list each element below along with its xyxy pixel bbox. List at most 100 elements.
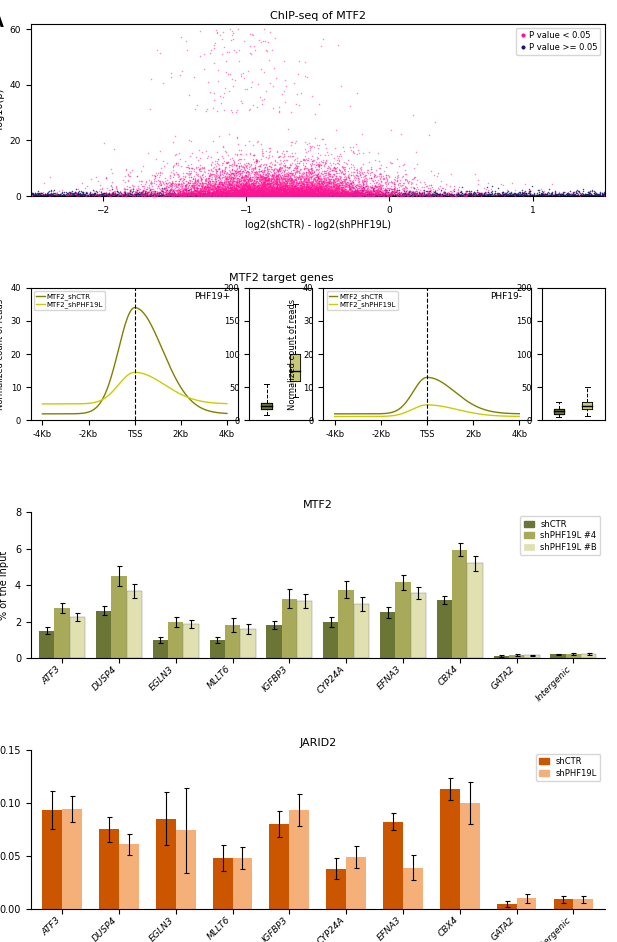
Point	[337, 187, 347, 203]
Point	[207, 163, 217, 178]
Point	[297, 180, 307, 195]
Point	[242, 182, 252, 197]
Point	[397, 187, 407, 203]
Point	[44, 184, 54, 199]
Point	[415, 187, 425, 203]
Point	[323, 175, 333, 190]
Point	[291, 187, 301, 203]
Point	[191, 174, 201, 189]
Point	[310, 188, 320, 203]
Point	[135, 186, 144, 201]
Point	[267, 188, 277, 203]
Point	[251, 187, 260, 203]
Point	[251, 179, 261, 194]
Point	[284, 185, 294, 200]
Point	[181, 187, 191, 202]
Point	[260, 182, 270, 197]
Point	[563, 187, 573, 202]
Point	[360, 171, 370, 186]
Point	[257, 147, 267, 162]
Point	[386, 188, 395, 203]
Point	[225, 177, 235, 192]
Point	[351, 184, 361, 199]
Point	[599, 188, 609, 203]
Point	[271, 171, 281, 187]
Point	[291, 179, 301, 194]
Point	[77, 187, 87, 202]
Point	[176, 188, 186, 203]
Point	[215, 187, 225, 202]
Point	[228, 174, 238, 189]
Point	[46, 182, 56, 197]
Point	[215, 176, 225, 191]
Point	[189, 185, 199, 200]
Point	[589, 188, 599, 203]
Point	[398, 186, 408, 201]
Point	[268, 186, 278, 201]
Point	[310, 183, 320, 198]
Point	[347, 188, 357, 203]
Point	[599, 187, 609, 202]
Point	[318, 179, 328, 194]
Point	[226, 171, 236, 187]
Point	[244, 45, 254, 60]
Point	[230, 171, 240, 186]
Point	[262, 187, 271, 202]
Point	[218, 184, 228, 199]
Point	[221, 186, 231, 201]
Point	[369, 178, 379, 193]
Point	[297, 170, 307, 185]
Point	[268, 183, 278, 198]
Point	[261, 171, 271, 186]
Point	[363, 181, 373, 196]
Point	[257, 186, 267, 201]
Point	[280, 173, 290, 188]
Point	[347, 187, 357, 203]
Point	[241, 188, 251, 203]
Point	[346, 168, 355, 183]
Point	[252, 179, 262, 194]
Point	[425, 188, 435, 203]
Point	[226, 188, 236, 203]
Point	[299, 187, 309, 203]
Point	[291, 187, 301, 202]
Point	[327, 184, 337, 199]
Point	[231, 163, 241, 178]
Point	[252, 187, 262, 203]
Point	[281, 186, 291, 201]
Point	[303, 187, 313, 203]
Point	[342, 185, 352, 200]
Point	[193, 186, 202, 201]
Point	[237, 183, 247, 198]
Point	[173, 187, 183, 203]
Point	[109, 186, 119, 201]
Point	[349, 145, 358, 160]
Point	[308, 182, 318, 197]
Point	[290, 188, 300, 203]
Point	[259, 171, 268, 186]
Point	[342, 177, 352, 192]
Point	[233, 188, 243, 203]
Point	[234, 187, 244, 202]
Point	[271, 186, 281, 201]
Point	[210, 187, 220, 202]
Point	[438, 185, 448, 200]
Point	[216, 186, 226, 201]
Point	[363, 187, 373, 203]
Point	[231, 183, 241, 198]
Point	[383, 187, 393, 203]
Point	[341, 184, 351, 199]
Point	[259, 186, 268, 201]
Point	[226, 182, 236, 197]
Point	[202, 179, 212, 194]
Point	[536, 186, 545, 201]
Point	[223, 185, 233, 200]
Point	[358, 176, 368, 191]
Point	[374, 188, 384, 203]
Bar	[440, 789, 460, 909]
Point	[286, 181, 296, 196]
Point	[313, 146, 323, 161]
Point	[457, 187, 467, 203]
Point	[340, 188, 350, 203]
Point	[231, 187, 241, 202]
